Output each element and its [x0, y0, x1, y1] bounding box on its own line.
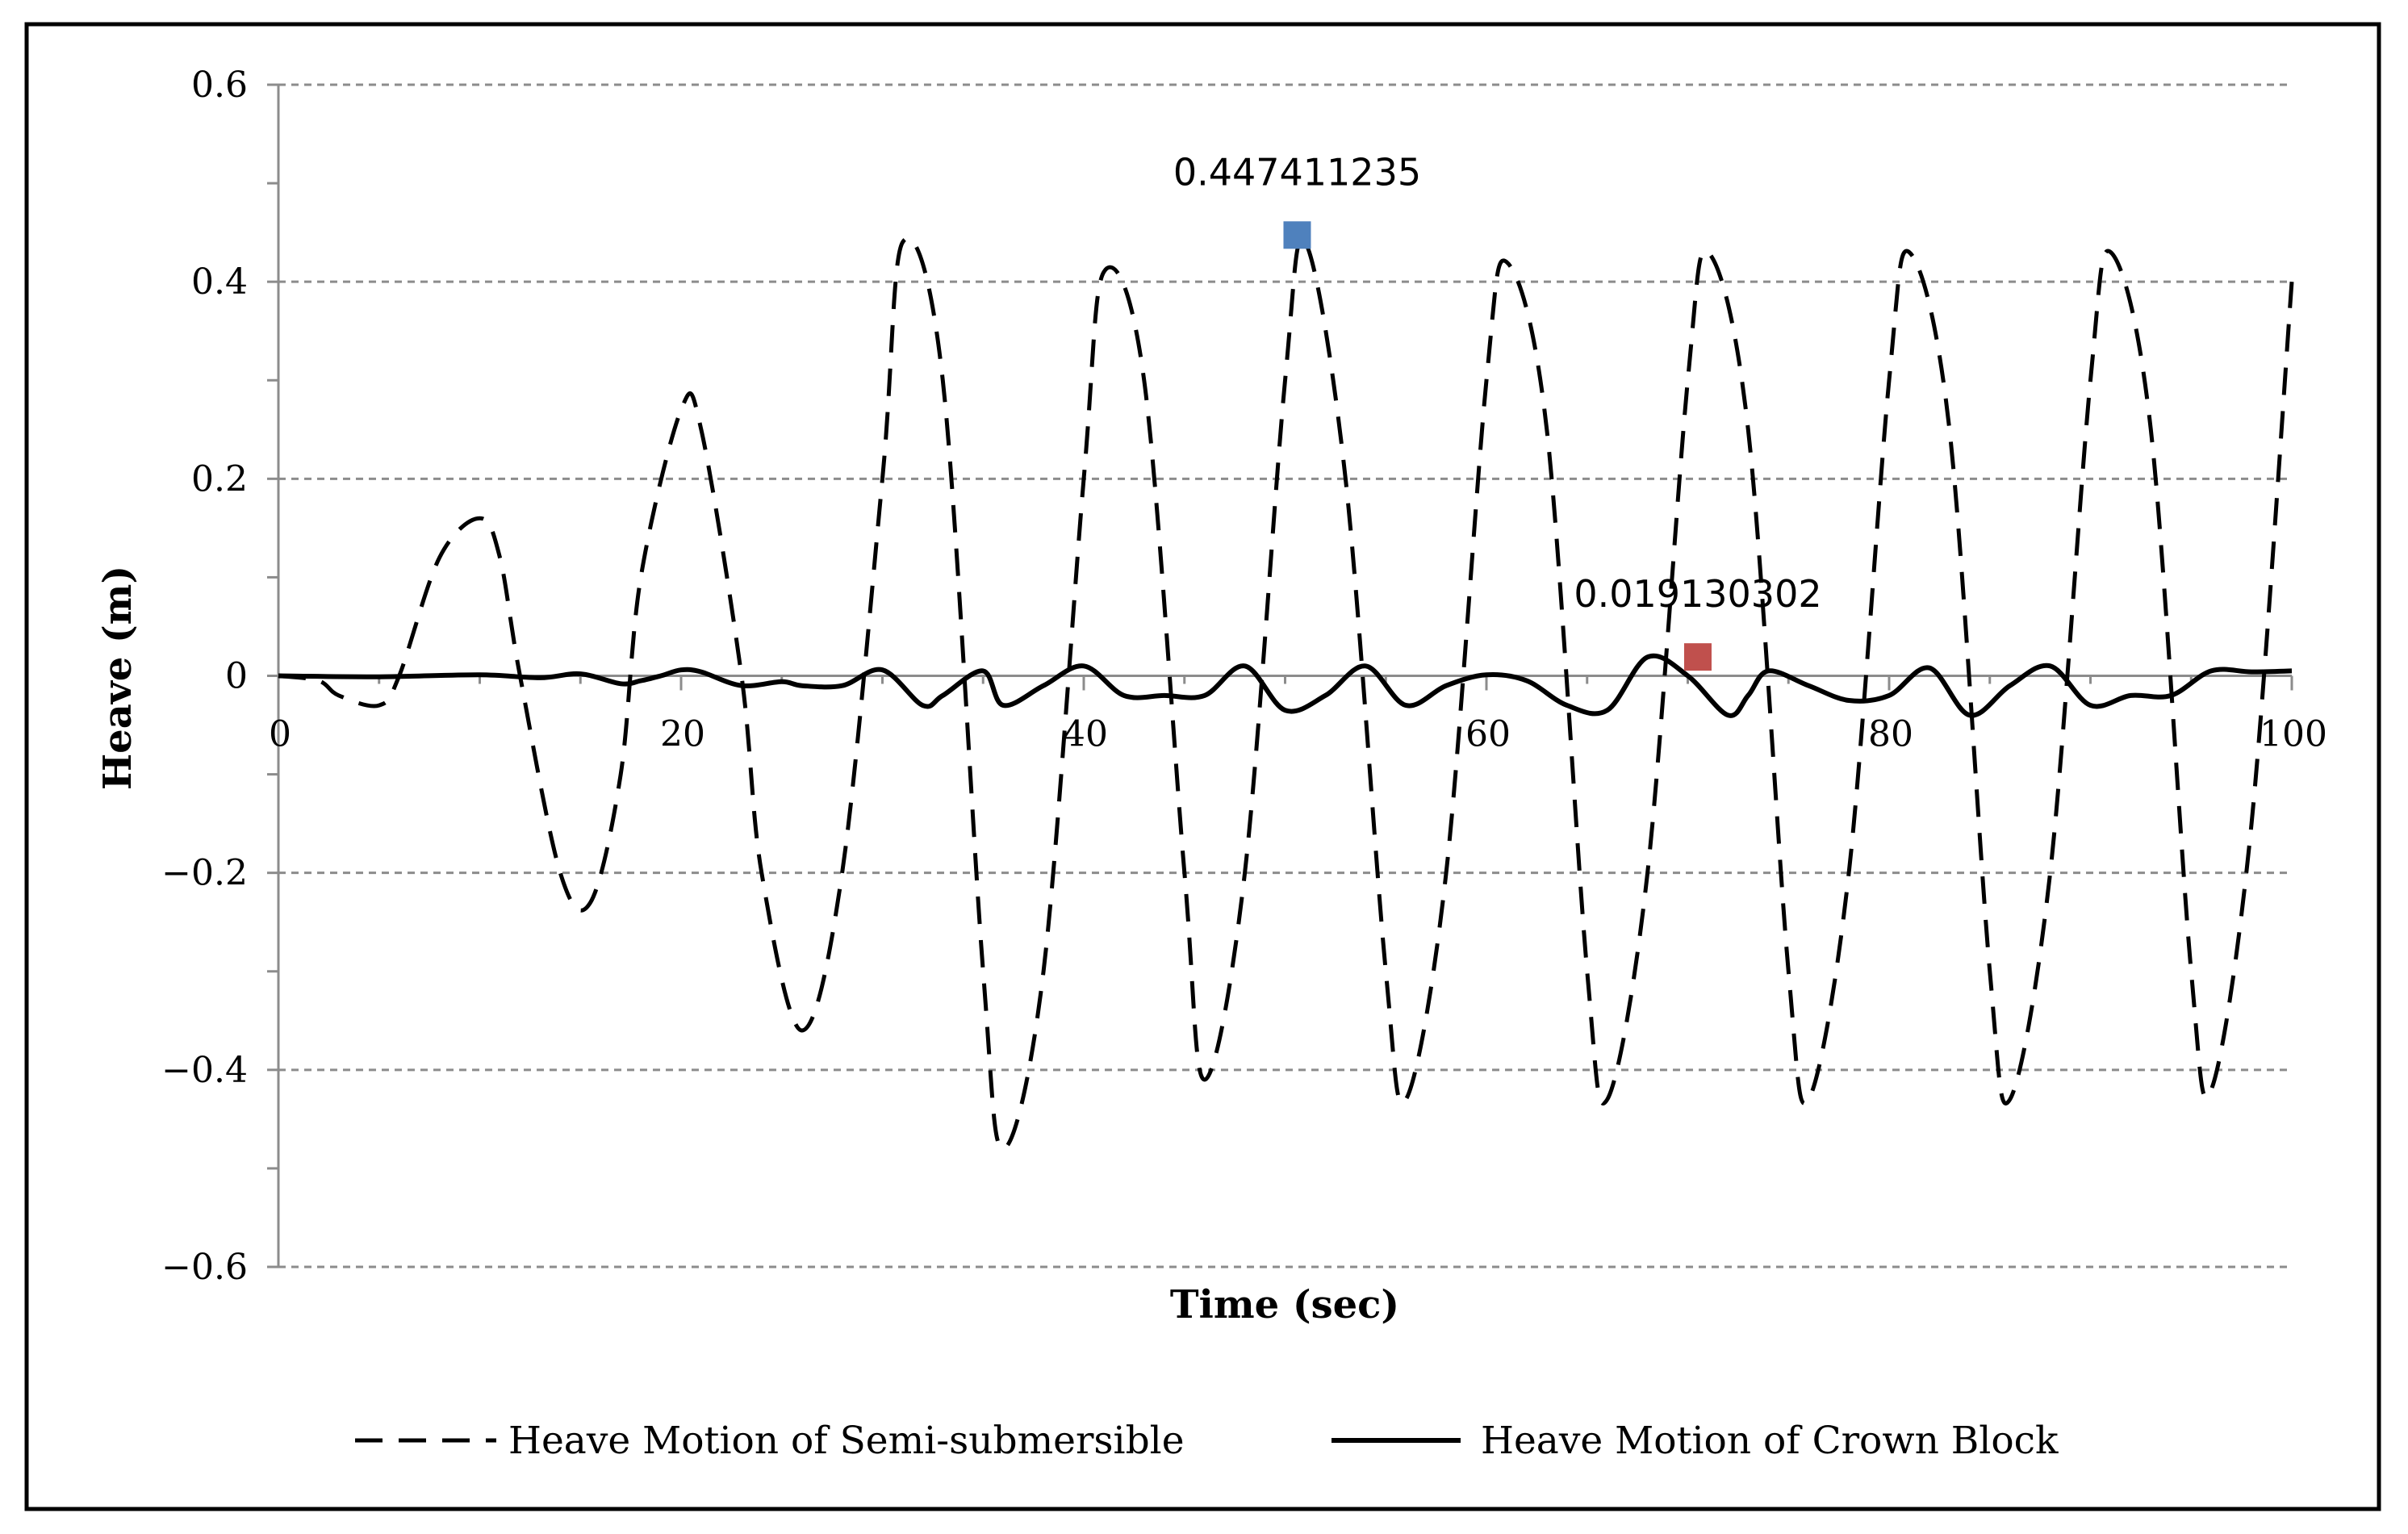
x-tick-label: 100 — [2260, 714, 2327, 755]
y-tick-label: 0.2 — [191, 458, 248, 499]
series-lines — [278, 236, 2294, 1151]
x-tick-label: 60 — [1465, 714, 1511, 755]
data-point-label: 0.019130302 — [1574, 572, 1821, 616]
x-tick-label: 80 — [1868, 714, 1913, 755]
data-point-label: 0.447411235 — [1173, 150, 1421, 194]
legend-label-crown-block: Heave Motion of Crown Block — [1481, 1419, 2059, 1463]
y-tick-label: 0.6 — [191, 65, 248, 106]
series-line-crown-block — [278, 653, 2293, 718]
y-tick-label: −0.4 — [161, 1050, 248, 1091]
y-tick-label: 0 — [225, 656, 248, 697]
x-axis-title: Time (sec) — [1170, 1282, 1399, 1327]
chart-border — [24, 22, 2381, 1511]
legend: Heave Motion of Semi-submersible Heave Mo… — [355, 1419, 2059, 1463]
y-tick-label: 0.4 — [191, 261, 248, 303]
data-annotations: 0.447411235 0.019130302 — [1173, 150, 1822, 671]
y-tick-label: −0.6 — [161, 1247, 248, 1288]
data-point-marker — [1683, 643, 1712, 671]
y-axis-title: Heave (m) — [95, 566, 140, 790]
x-tick-label: 0 — [269, 714, 291, 755]
y-tick-label: −0.2 — [161, 853, 248, 894]
data-point-marker — [1283, 221, 1311, 249]
x-tick-label: 40 — [1063, 714, 1108, 755]
legend-label-semi-submersible: Heave Motion of Semi-submersible — [508, 1419, 1185, 1463]
axes: 0.6 0.4 0.2 0 −0.2 −0.4 −0.6 0 20 40 60 80 100 — [161, 65, 2327, 1288]
x-tick-label: 20 — [660, 714, 705, 755]
series-line-semi-submersible — [278, 236, 2294, 1151]
